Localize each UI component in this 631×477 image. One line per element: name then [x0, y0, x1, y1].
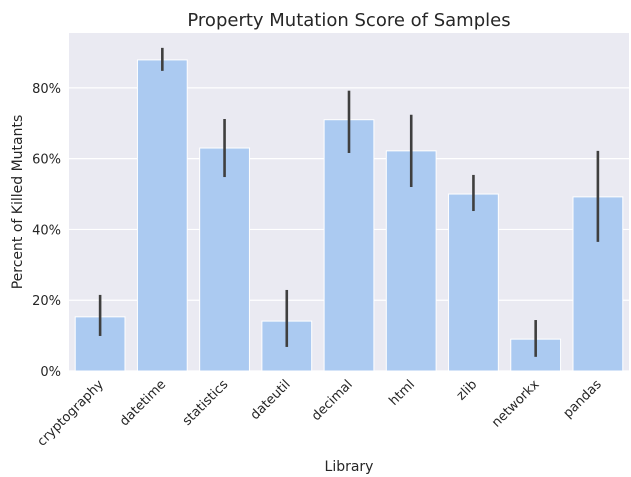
x-tick-label: datetime	[117, 377, 169, 429]
x-tick-label: pandas	[561, 377, 605, 421]
y-tick-label: 20%	[32, 294, 61, 309]
y-tick-label: 80%	[32, 82, 61, 97]
bar	[199, 147, 250, 372]
y-tick-label: 40%	[32, 223, 61, 238]
x-tick-label: cryptography	[35, 377, 108, 450]
x-tick-label: dateutil	[248, 377, 294, 423]
x-tick-label: html	[386, 377, 418, 409]
x-tick-label: networkx	[489, 377, 543, 431]
y-axis-label: Percent of Killed Mutants	[10, 115, 26, 290]
y-tick-label: 60%	[32, 153, 61, 168]
x-tick-label: statistics	[180, 377, 232, 429]
x-tick-label: decimal	[309, 377, 356, 424]
y-tick-label: 0%	[40, 365, 61, 380]
x-tick-label: zlib	[454, 377, 480, 403]
x-axis-label: Library	[325, 459, 374, 475]
chart-title: Property Mutation Score of Samples	[187, 10, 510, 31]
bar	[385, 150, 437, 372]
bar	[448, 193, 499, 372]
bar	[323, 119, 375, 372]
bar	[136, 59, 188, 372]
